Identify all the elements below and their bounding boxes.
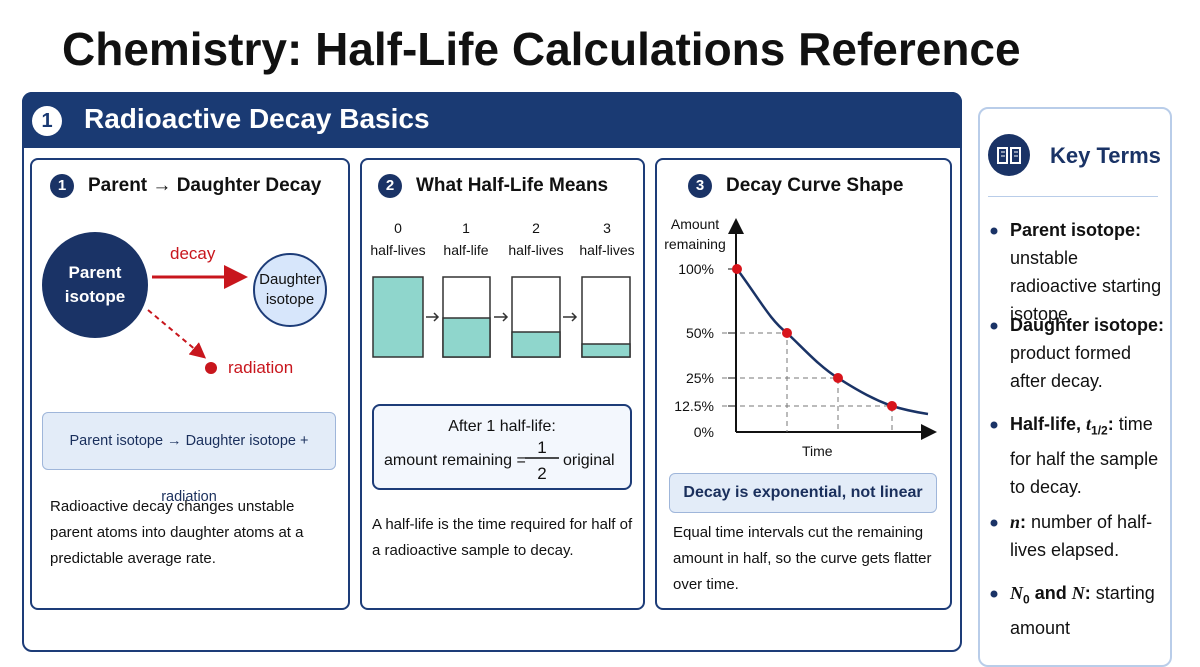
symbol: t [1086,414,1092,434]
x-axis-label: Time [802,443,833,459]
curve-points [732,264,897,411]
equation-box: Parent isotope → Daughter isotope + radi… [42,412,336,505]
definition: product formed after decay. [1010,343,1132,391]
definition: time for half the sample to decay. [1010,414,1159,497]
joiner: and [1029,583,1072,603]
term: Parent isotope: [1010,220,1142,240]
divider [988,196,1158,197]
symbol: N [1071,583,1085,603]
book-icon [988,134,1030,176]
y-label: 100% [678,261,714,277]
description: Radioactive decay changes unstable paren… [50,498,304,567]
fraction-numerator: 1 [537,438,547,457]
panel [30,158,350,610]
column-count: 3 [603,220,611,236]
daughter-label: Daughter isotope [259,271,321,308]
daughter-circle: Daughter isotope [253,253,327,327]
column-count: 1 [462,220,470,236]
note-box: Decay is exponential, not linear [669,473,937,513]
column-unit: half-lives [508,242,564,258]
y-label: 25% [685,370,714,386]
radiation-arrow [147,309,207,359]
bullets [990,227,998,598]
panel-number: 1 [50,174,74,198]
section-header [22,92,962,148]
radiation-dot [205,362,217,374]
equation: Parent isotope → Daughter isotope + radi… [69,433,309,505]
panel-number: 2 [378,174,402,198]
y-axis-label: Amount remaining [664,216,726,252]
formula-heading: After 1 half-life: [448,418,556,435]
sample-bars [372,276,631,358]
column-count: 2 [532,220,540,236]
step-arrows [426,312,578,322]
sidebar-title: Key Terms [1050,143,1161,168]
note: Decay is exponential, not linear [683,484,923,501]
colon: : [1084,583,1091,603]
panel-number: 3 [688,174,712,198]
description: A half-life is the time required for hal… [372,516,633,559]
panel-title: What Half-Life Means [416,175,609,197]
decay-label: decay [170,244,216,263]
symbol: n [1010,512,1021,532]
graphics [147,218,998,598]
formula-left: amount remaining = [384,452,526,469]
column-count: 0 [394,220,402,236]
book-glyph [997,147,1021,164]
panel [360,158,645,610]
formula-right: original [563,452,615,469]
term: Half-life, [1010,414,1087,434]
term: Daughter isotope: [1010,315,1165,335]
parent-label: Parent isotope [64,263,126,306]
section-title: Radioactive Decay Basics [84,103,430,134]
colon: : [1107,414,1114,434]
guide-lines [722,332,893,432]
panel [655,158,952,610]
definition: unstable radioactive starting isotope. [1010,248,1162,324]
parent-circle: Parent isotope [42,232,148,338]
page: Chemistry: Half-Life Calculations Refere… [22,23,1172,667]
column-unit: half-lives [370,242,426,258]
decay-curve [735,268,929,416]
symbol: N [1010,583,1023,603]
column-unit: half-life [443,242,489,258]
fraction-denominator: 2 [537,464,547,483]
radiation-label: radiation [228,358,294,377]
page-title: Chemistry: Half-Life Calculations Refere… [62,23,1021,75]
y-label: 50% [685,325,714,341]
y-label: 0% [693,424,714,440]
subscript: 0 [1023,592,1030,607]
panel-title: Decay Curve Shape [726,175,904,197]
description: Equal time intervals cut the remaining a… [673,524,932,593]
axis-ticks [728,268,736,407]
colon: : [1020,512,1027,532]
column-unit: half-lives [579,242,635,258]
y-label: 12.5% [674,398,714,414]
formula-box [372,404,632,490]
section-number: 1 [32,106,62,136]
definition: number of half-lives elapsed. [1010,512,1153,560]
subscript: 1/2 [1091,423,1108,438]
panel-title: Parent → Daughter Decay [88,175,322,197]
